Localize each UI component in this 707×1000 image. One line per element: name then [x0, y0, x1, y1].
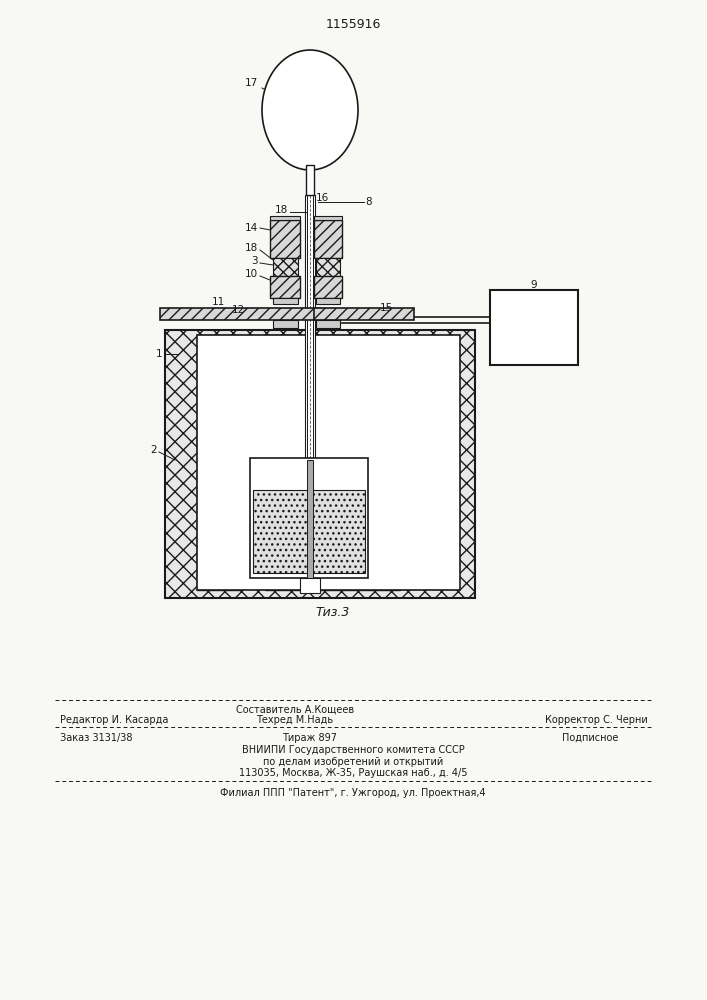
Text: Составитель А.Кощеев: Составитель А.Кощеев: [236, 705, 354, 715]
Bar: [250, 458, 368, 578]
Bar: [197, 335, 460, 590]
Bar: [316, 320, 340, 328]
Text: Филиал ППП "Патент", г. Ужгород, ул. Проектная,4: Филиал ППП "Патент", г. Ужгород, ул. Про…: [220, 788, 486, 798]
Text: 3: 3: [252, 256, 258, 266]
Text: Тираж 897: Тираж 897: [283, 733, 337, 743]
Text: 18: 18: [245, 243, 258, 253]
Bar: [270, 276, 300, 298]
Text: ВНИИПИ Государственного комитета СССР: ВНИИПИ Государственного комитета СССР: [242, 745, 464, 755]
Text: по делам изобретений и открытий: по делам изобретений и открытий: [263, 757, 443, 767]
Bar: [270, 216, 300, 220]
Bar: [197, 335, 242, 590]
Bar: [314, 216, 342, 220]
Bar: [314, 220, 342, 258]
Text: 12: 12: [232, 305, 245, 315]
Text: 10: 10: [245, 269, 258, 279]
Bar: [265, 335, 355, 590]
Bar: [273, 298, 298, 304]
Bar: [270, 220, 300, 258]
Bar: [305, 195, 315, 590]
Text: 18: 18: [275, 205, 288, 215]
Text: Заказ 3131/38: Заказ 3131/38: [60, 733, 132, 743]
Bar: [314, 308, 414, 320]
Bar: [355, 335, 400, 590]
Text: 2: 2: [151, 445, 157, 455]
Bar: [307, 460, 313, 578]
Bar: [306, 165, 314, 195]
Text: 17: 17: [245, 78, 258, 88]
Bar: [316, 258, 340, 276]
Text: Корректор С. Черни: Корректор С. Черни: [545, 715, 648, 725]
Text: 1155916: 1155916: [325, 18, 380, 31]
Bar: [273, 258, 298, 276]
Bar: [314, 276, 342, 298]
Text: 113035, Москва, Ж-35, Раушская наб., д. 4/5: 113035, Москва, Ж-35, Раушская наб., д. …: [239, 768, 467, 778]
Bar: [300, 578, 320, 593]
Bar: [273, 320, 298, 328]
Text: Τиз.3: Τиз.3: [315, 605, 349, 618]
Bar: [253, 490, 365, 573]
Ellipse shape: [262, 50, 358, 170]
Text: 9: 9: [531, 280, 537, 290]
Text: Техред М.Надь: Техред М.Надь: [257, 715, 334, 725]
Text: Редактор И. Касарда: Редактор И. Касарда: [60, 715, 168, 725]
Text: 15: 15: [380, 303, 393, 313]
Text: 1: 1: [156, 349, 162, 359]
Bar: [490, 290, 578, 365]
Text: 11: 11: [212, 297, 225, 307]
Text: 8: 8: [365, 197, 372, 207]
Text: 16: 16: [316, 193, 329, 203]
Text: Подписное: Подписное: [562, 733, 618, 743]
Bar: [316, 298, 340, 304]
Bar: [160, 308, 320, 320]
Text: 14: 14: [245, 223, 258, 233]
Bar: [165, 330, 475, 598]
